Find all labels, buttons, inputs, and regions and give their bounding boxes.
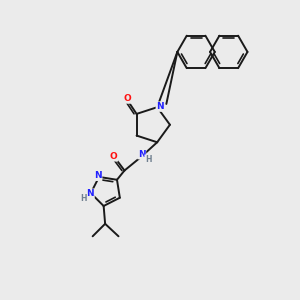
Text: H: H — [80, 194, 87, 203]
Text: N: N — [156, 102, 164, 111]
Text: N: N — [86, 189, 94, 198]
Text: H: H — [145, 155, 152, 164]
Text: N: N — [138, 150, 146, 159]
Text: O: O — [110, 152, 118, 161]
Text: N: N — [94, 171, 102, 180]
Text: O: O — [124, 94, 131, 103]
